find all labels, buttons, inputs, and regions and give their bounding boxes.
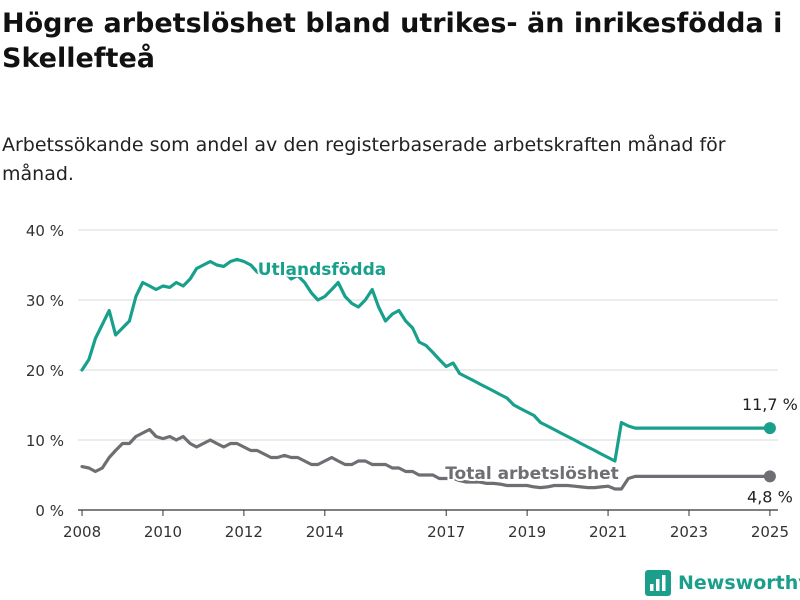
bar-chart-icon: [645, 570, 671, 596]
series-end-point: [763, 470, 776, 483]
series-end-label: 11,7 %: [742, 395, 798, 414]
series-name-label: Utlandsfödda: [258, 260, 387, 280]
x-tick-label: 2014: [306, 523, 344, 540]
y-tick-label: 20 %: [26, 362, 64, 380]
series-end-point: [763, 422, 776, 435]
brand-logo: Newsworthy: [645, 570, 800, 596]
y-tick-label: 10 %: [26, 432, 64, 450]
series-end-label: 4,8 %: [747, 487, 793, 506]
y-axis-ticks: 0 % 10 % 20 % 30 % 40 %: [26, 222, 64, 520]
line-chart: 0 % 10 % 20 % 30 % 40 % 2008 2010 2012 2014 2017…: [26, 222, 798, 540]
series-name-label: Total arbetslöshet: [445, 464, 619, 484]
gridlines: [78, 229, 778, 511]
x-tick-label: 2021: [589, 523, 627, 540]
series-line-utlandsf-dda: [80, 257, 772, 463]
x-tick-label: 2023: [670, 523, 708, 540]
y-tick-label: 30 %: [26, 292, 64, 310]
y-tick-label: 40 %: [26, 222, 64, 240]
chart-subtitle: Arbetssökande som andel av den registerb…: [2, 134, 726, 185]
x-axis-ticks: 2008 2010 2012 2014 2017 2019 2021 2023 2025: [63, 510, 789, 540]
x-tick-label: 2010: [144, 523, 182, 540]
x-tick-label: 2012: [225, 523, 263, 540]
x-tick-label: 2008: [63, 523, 101, 540]
x-tick-label: 2019: [508, 523, 546, 540]
x-tick-label: 2017: [427, 523, 465, 540]
x-tick-label: 2025: [751, 523, 789, 540]
chart-title: Högre arbetslöshet bland utrikes- än inr…: [2, 8, 783, 74]
y-tick-label: 0 %: [35, 502, 64, 520]
series-labels: 11,7 % Utlandsfödda 4,8 % Total arbetslöshe…: [256, 258, 798, 506]
series-lines: [80, 257, 776, 491]
series-line-total-arbetsl-shet: [80, 427, 772, 491]
brand-name: Newsworthy: [678, 572, 800, 594]
